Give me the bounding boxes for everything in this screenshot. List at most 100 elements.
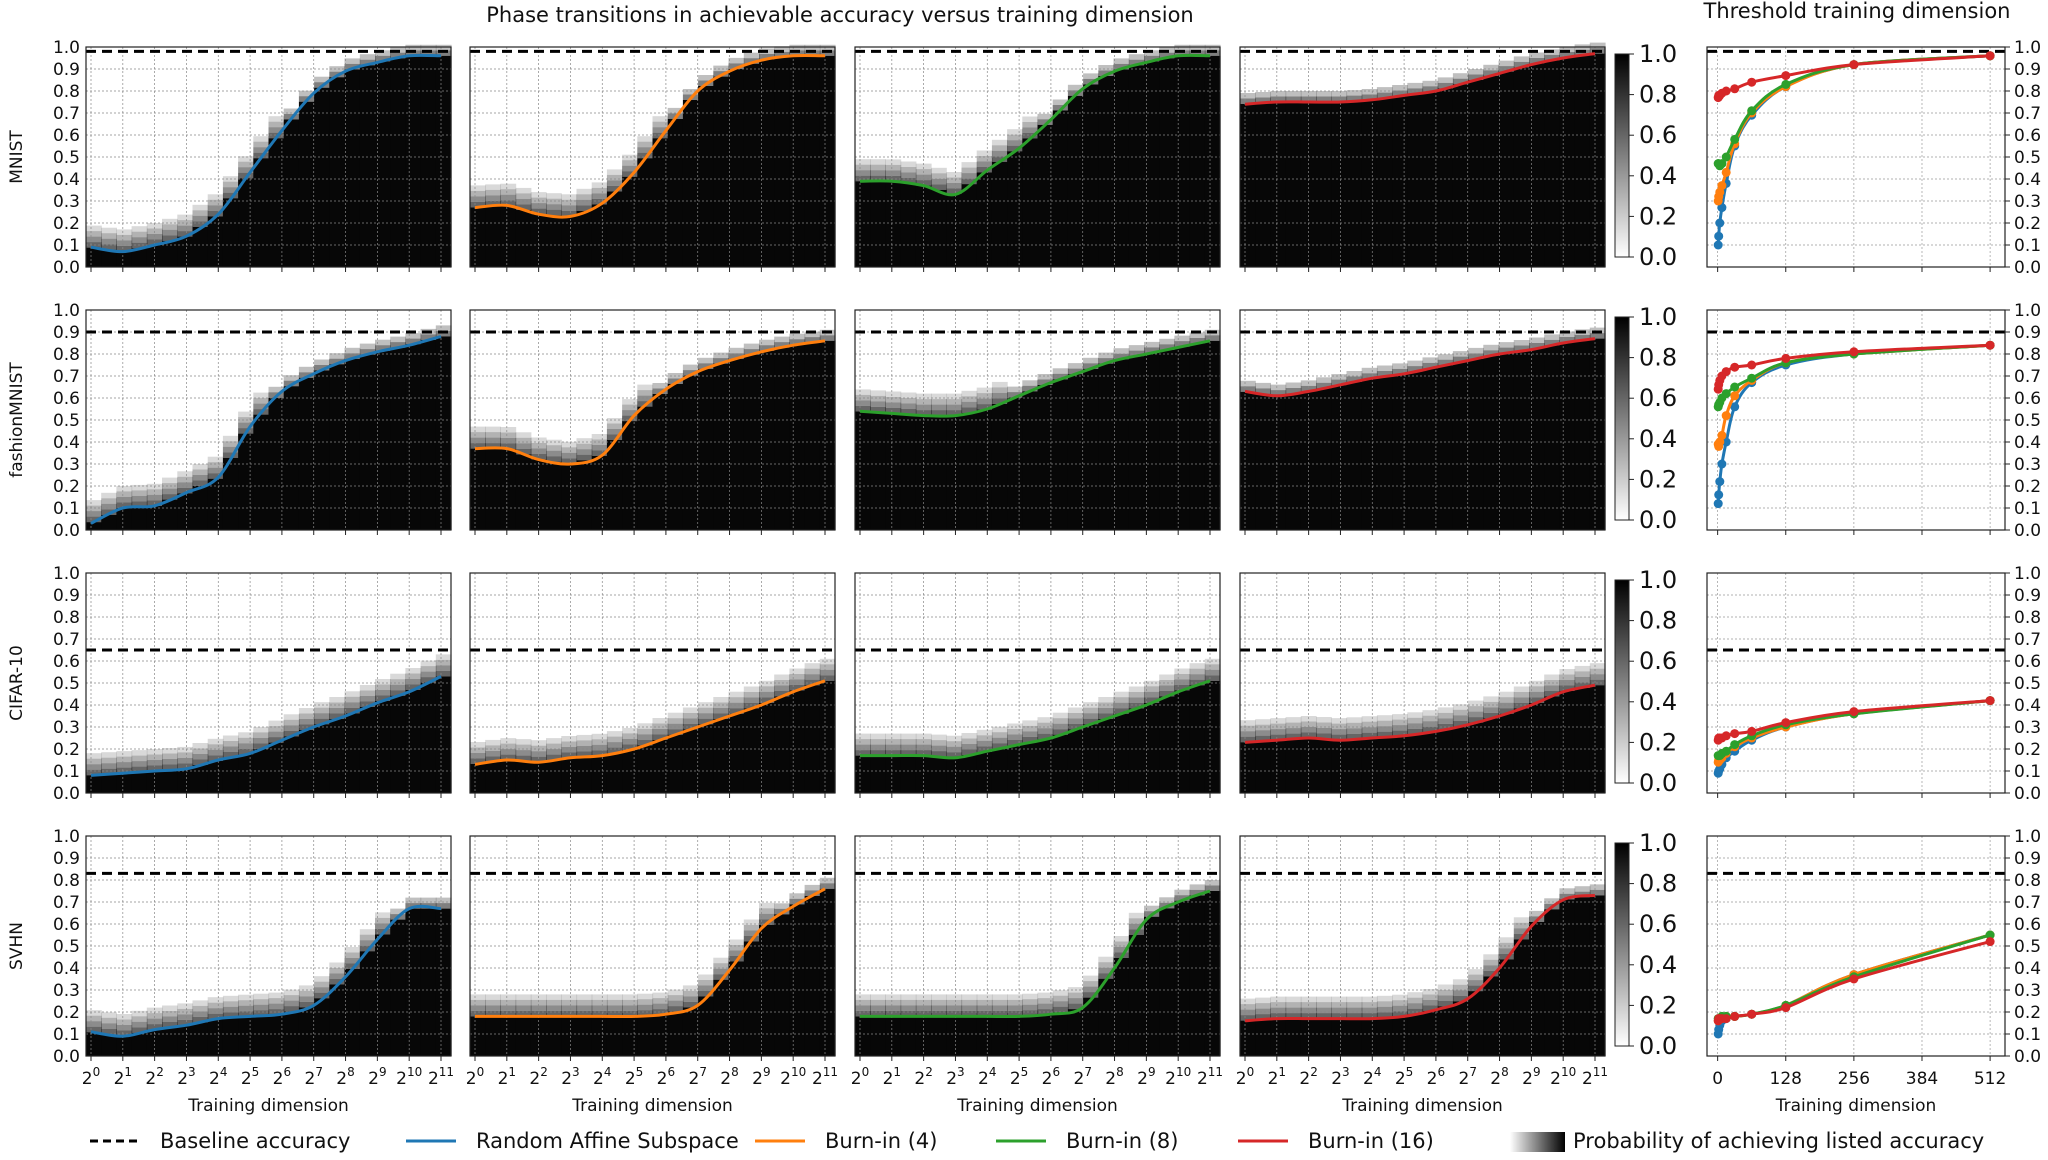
heatmap-cell [546,209,562,216]
heatmap-cell [1483,965,1500,971]
heatmap-panel-fashionmnist-random-affine-subspace: 0.00.10.20.30.40.50.60.70.80.91.0 [53,301,452,541]
heatmap-cell [885,181,902,267]
heatmap-cell [1544,345,1560,530]
heatmap-cell [207,749,224,756]
heatmap-cell [1316,1013,1332,1019]
heatmap-cell [1407,728,1424,735]
colorbar-tick-label: 0.6 [1639,384,1677,412]
heatmap-cell [146,1013,163,1019]
heatmap-cell [329,77,346,267]
heatmap-cell [870,170,886,176]
heatmap-cell [1270,740,1287,793]
heatmap-cell [375,350,391,530]
y-tick-label: 0.3 [53,192,80,212]
heatmap-cell [976,409,993,530]
heatmap-cell [420,666,437,672]
heatmap-cell [1270,996,1287,1003]
heatmap-cell [1128,59,1145,66]
heatmap-cell [698,991,714,997]
heatmap-cell [1285,382,1302,388]
heatmap-cell [1529,910,1545,917]
heatmap-cell [1483,350,1500,356]
y-tick-label: 0.7 [53,104,80,124]
heatmap-cell [991,398,1008,404]
heatmap-cell [774,674,790,680]
x-tick-label: 28 [720,1065,738,1089]
heatmap-cell [961,412,978,530]
heatmap-cell [1392,725,1408,731]
y-tick-label: 0.5 [53,674,80,694]
heatmap-cell [86,225,102,232]
heatmap-cell [961,184,978,267]
heatmap-cell [1407,93,1424,268]
heatmap-cell [1052,99,1069,105]
heatmap-cell [1052,723,1069,730]
heatmap-cell [1144,347,1160,353]
heatmap-cell [1529,691,1545,698]
heatmap-cell [961,390,978,397]
heatmap-cell [1407,992,1424,998]
heatmap-cell [470,432,486,438]
heatmap-cell [253,141,270,148]
heatmap-cell [500,738,517,744]
heatmap-cell [515,193,532,199]
heatmap-cell [1316,1002,1332,1008]
heatmap-cell [1270,729,1287,735]
y-tick-label: 0.5 [2014,674,2041,694]
heatmap-cell [86,775,102,793]
heatmap-cell [682,713,699,719]
heatmap-cell [470,764,486,793]
heatmap-cell [238,156,254,162]
legend-item-burn-in-16: Burn-in (16) [1238,1129,1434,1153]
heatmap-cell [1067,998,1084,1004]
heatmap-cell [1513,917,1530,923]
heatmap-cell [1392,85,1408,91]
heatmap-cell [435,676,452,793]
colorbar-gradient [1614,53,1630,258]
heatmap-cell [485,1005,501,1011]
heatmap-cell [207,997,224,1003]
heatmap-cell [1285,739,1302,793]
x-tick-label: 22 [1299,1065,1317,1089]
heatmap-cell [177,746,194,753]
heatmap-cell [1113,58,1130,64]
heatmap-cell [682,996,699,1002]
heatmap-cell [1544,54,1560,61]
colorbar-tick-label: 1.0 [1639,829,1677,857]
heatmap-cell [1067,1009,1084,1056]
panel-frame [1239,309,1606,531]
y-tick-label: 0.5 [53,148,80,168]
heatmap-cell [222,752,239,758]
threshold-point [1781,1003,1791,1013]
heatmap-cell [1098,76,1115,267]
heatmap-cell [177,1019,194,1026]
heatmap-cell [1052,379,1069,530]
heatmap-cell [652,121,669,128]
heatmap-cell [1513,708,1530,793]
x-tick-label: 256 [1838,1069,1870,1089]
heatmap-cell [1037,379,1054,385]
heatmap-cell [1376,365,1393,371]
heatmap-cell [86,1032,102,1056]
x-tick-label: 26 [1042,1065,1060,1089]
panel-frame [1239,572,1606,794]
y-tick-label: 0.0 [53,521,80,541]
heatmap-cell [1483,718,1500,793]
heatmap-cell [606,1016,623,1056]
threshold-point [1985,51,1995,61]
heatmap-cell [561,199,578,206]
heatmap-cell [485,761,501,793]
heatmap-cell [637,723,654,729]
heatmap-cell [500,443,517,449]
heatmap-cell [485,750,501,757]
heatmap-cell [1067,707,1084,713]
heatmap-cell [667,118,684,268]
heatmap-cell [253,158,270,267]
heatmap-cell [131,484,148,491]
heatmap-cell [390,673,406,680]
heatmap-cell [682,985,699,991]
heatmap-cell [390,52,406,59]
threshold-point [1713,499,1723,509]
heatmap-cell [192,469,209,475]
heatmap-cell [652,998,669,1004]
